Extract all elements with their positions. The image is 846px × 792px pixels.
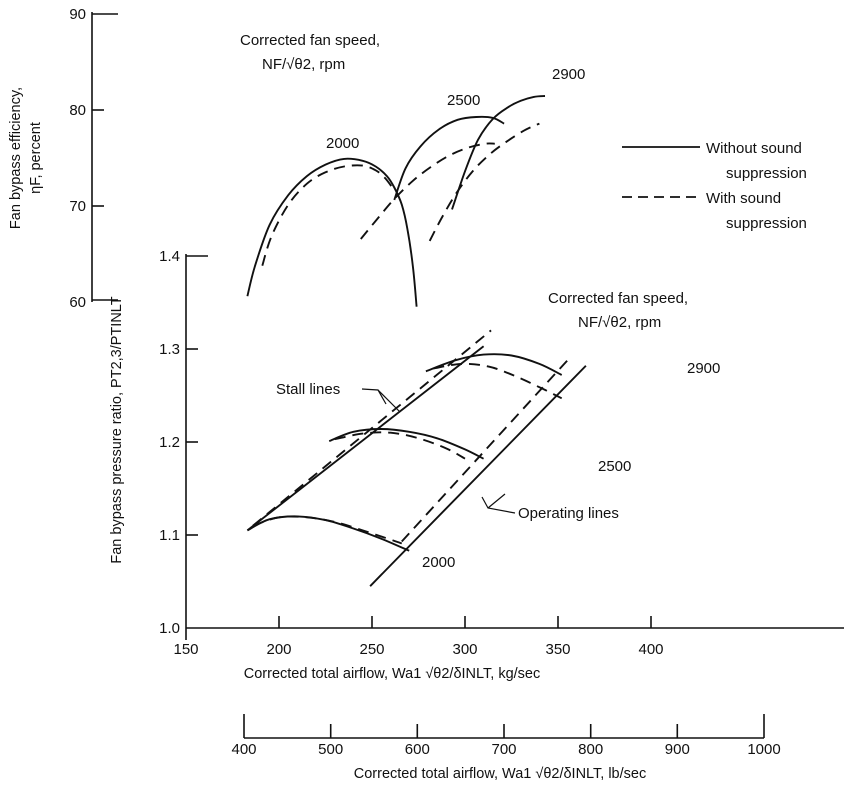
airflow-kg-tick-label-350: 350 [545,641,570,658]
airflow-kg-tick-label-250: 250 [359,641,384,658]
airflow-lb-tick-label-1000: 1000 [747,741,780,758]
chart-lines [246,95,587,587]
airflow-lb-x-axis-label: Corrected total airflow, Wa1 √θ2/δINLT, … [354,766,646,782]
pressure-speed-label-line1: Corrected fan speed, [548,290,688,307]
pressure-series-line-1 [252,329,492,527]
airflow-lb-tick-label-700: 700 [491,741,516,758]
pressure-tick-label-1.1: 1.1 [159,527,180,544]
pressure-series-line-7 [334,431,466,460]
stall-lines-label: Stall lines [276,381,340,398]
efficiency-series-line-2 [393,115,505,201]
pressure-tick-label-1.4: 1.4 [159,248,180,265]
pressure-speed-label-2000: 2000 [422,554,455,571]
efficiency-speed-label-line2: NF/√θ2, rpm [262,56,345,73]
stall-lines-leader-a [361,388,387,405]
airflow-lb-tick-label-600: 600 [405,741,430,758]
legend-dashed-label-line2: suppression [726,215,807,232]
pressure-series-line-9 [433,362,563,400]
pressure-tick-label-1.3: 1.3 [159,341,180,358]
pressure-axis: 1.4 1.3 1.2 1.1 1.0 Fan bypass pressure … [109,248,208,637]
airflow-lb-tick-label-500: 500 [318,741,343,758]
operating-lines-label: Operating lines [518,505,619,522]
efficiency-series-line-5 [428,122,540,242]
pressure-y-axis-label: Fan bypass pressure ratio, PT2,3/PTINLT [109,296,125,563]
efficiency-series-line-1 [261,164,396,266]
efficiency-axis: 90 80 70 60 Fan bypass efficiency, ηF, p… [8,6,118,311]
legend-solid-label-line1: Without sound [706,140,802,157]
pressure-series-line-5 [252,515,403,545]
pressure-speed-label-2500: 2500 [598,458,631,475]
pressure-series-line-8 [425,353,563,376]
airflow-kg-x-axis-label: Corrected total airflow, Wa1 √θ2/δINLT, … [244,666,540,682]
pressure-tick-label-1.0: 1.0 [159,620,180,637]
pressure-series-line-6 [328,428,485,460]
efficiency-series-line-4 [451,95,546,210]
efficiency-speed-label-2900: 2900 [552,66,585,83]
pressure-tick-label-1.2: 1.2 [159,434,180,451]
operating-lines-leader-b [487,493,506,509]
efficiency-series-line-0 [246,157,418,307]
airflow-lb-tick-label-900: 900 [665,741,690,758]
legend-dashed-label-line1: With sound [706,190,781,207]
efficiency-speed-label-2000: 2000 [326,135,359,152]
efficiency-tick-label-70: 70 [69,198,86,215]
pressure-series-line-3 [401,355,572,543]
airflow-kg-tick-label-400: 400 [638,641,663,658]
airflow-lb-tick-label-400: 400 [231,741,256,758]
legend-solid-label-line2: suppression [726,165,807,182]
efficiency-speed-label-line1: Corrected fan speed, [240,32,380,49]
efficiency-y-axis-label-line1: Fan bypass efficiency, [8,87,24,229]
pressure-speed-label-2900: 2900 [687,360,720,377]
airflow-lb-axis: 400 500 600 700 800 900 1000 Corrected t… [231,714,781,782]
airflow-kg-tick-label-200: 200 [266,641,291,658]
airflow-kg-tick-label-300: 300 [452,641,477,658]
efficiency-tick-label-90: 90 [69,6,86,23]
airflow-lb-tick-label-800: 800 [578,741,603,758]
efficiency-series-line-3 [360,142,495,240]
efficiency-tick-label-60: 60 [69,294,86,311]
efficiency-tick-label-80: 80 [69,102,86,119]
pressure-speed-label-line2: NF/√θ2, rpm [578,314,661,331]
airflow-kg-axis: 150 200 250 300 350 400 Corrected total … [173,616,844,682]
pressure-series-line-4 [246,515,410,552]
efficiency-y-axis-label-line2: ηF, percent [28,122,44,194]
pressure-series-line-2 [369,365,587,587]
legend: Without sound suppression With sound sup… [622,140,807,232]
airflow-kg-tick-label-150: 150 [173,641,198,658]
pressure-series-line-0 [246,345,485,532]
efficiency-speed-label-2500: 2500 [447,92,480,109]
